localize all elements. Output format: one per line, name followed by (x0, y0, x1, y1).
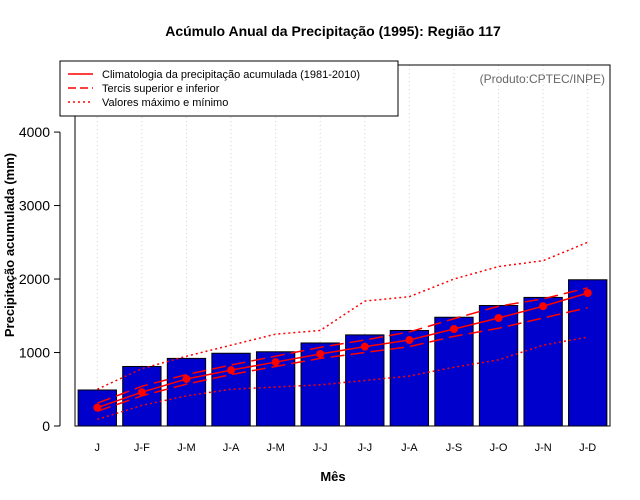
y-axis-label: Precipitação acumulada (mm) (2, 153, 17, 337)
x-tick-label: J-D (579, 442, 596, 454)
series-line (96, 241, 588, 390)
series-line (97, 292, 588, 409)
series-line (97, 306, 588, 413)
x-axis: J J-F J-M J-A J-M J-J J-J J-A J-S J-O J-N J-D (95, 442, 597, 454)
climatology-point (93, 403, 102, 412)
bar (166, 357, 207, 427)
legend-entry-climatology: Climatologia da precipitação acumulada (… (102, 69, 360, 81)
x-tick-label: J-A (401, 442, 418, 454)
bar (523, 296, 563, 427)
climatology-point (271, 358, 280, 367)
y-tick-label: 0 (42, 418, 50, 434)
climatology-point (316, 349, 325, 358)
bar (389, 329, 430, 427)
x-tick-label: J-O (490, 442, 508, 454)
x-tick-label: J-A (223, 442, 240, 454)
chart-title: Acúmulo Anual da Precipitação (1995): Re… (165, 23, 501, 39)
x-tick-label: J-J (357, 442, 372, 454)
climatology-point (182, 374, 191, 383)
climatology-point (137, 388, 146, 397)
bar (211, 352, 251, 427)
climatology-point (405, 336, 414, 345)
climatology-point (583, 289, 592, 298)
legend-box (59, 60, 399, 117)
bar (568, 279, 608, 427)
y-tick-label: 2000 (19, 271, 50, 287)
credit-text: (Produto:CPTEC/INPE) (480, 72, 605, 86)
x-tick-label: J (95, 442, 101, 454)
y-tick-label: 1000 (19, 345, 50, 361)
x-tick-label: J-F (134, 442, 150, 454)
x-tick-label: J-M (266, 442, 284, 454)
x-tick-label: J-N (535, 442, 552, 454)
legend-entry-extremes: Valores máximo e mínimo (102, 97, 228, 109)
y-tick-label: 3000 (19, 198, 50, 214)
series-line (97, 287, 588, 404)
climatology-point (227, 366, 236, 375)
climatology-point (494, 313, 503, 322)
y-axis: 0 1000 2000 3000 4000 (19, 124, 61, 434)
bar (478, 304, 519, 427)
x-axis-label: Mês (320, 469, 345, 484)
y-tick-label: 4000 (19, 124, 50, 140)
climatology-point (539, 302, 548, 311)
x-tick-label: J-S (446, 442, 463, 454)
climatology-point (360, 342, 369, 351)
x-tick-label: J-M (177, 442, 195, 454)
x-tick-label: J-J (313, 442, 328, 454)
bar (434, 316, 474, 427)
legend-entry-tercis: Tercis superior e inferior (102, 83, 220, 95)
lines (93, 241, 592, 421)
legend: Climatologia da precipitação acumulada (… (59, 60, 399, 117)
climatology-point (449, 325, 458, 334)
